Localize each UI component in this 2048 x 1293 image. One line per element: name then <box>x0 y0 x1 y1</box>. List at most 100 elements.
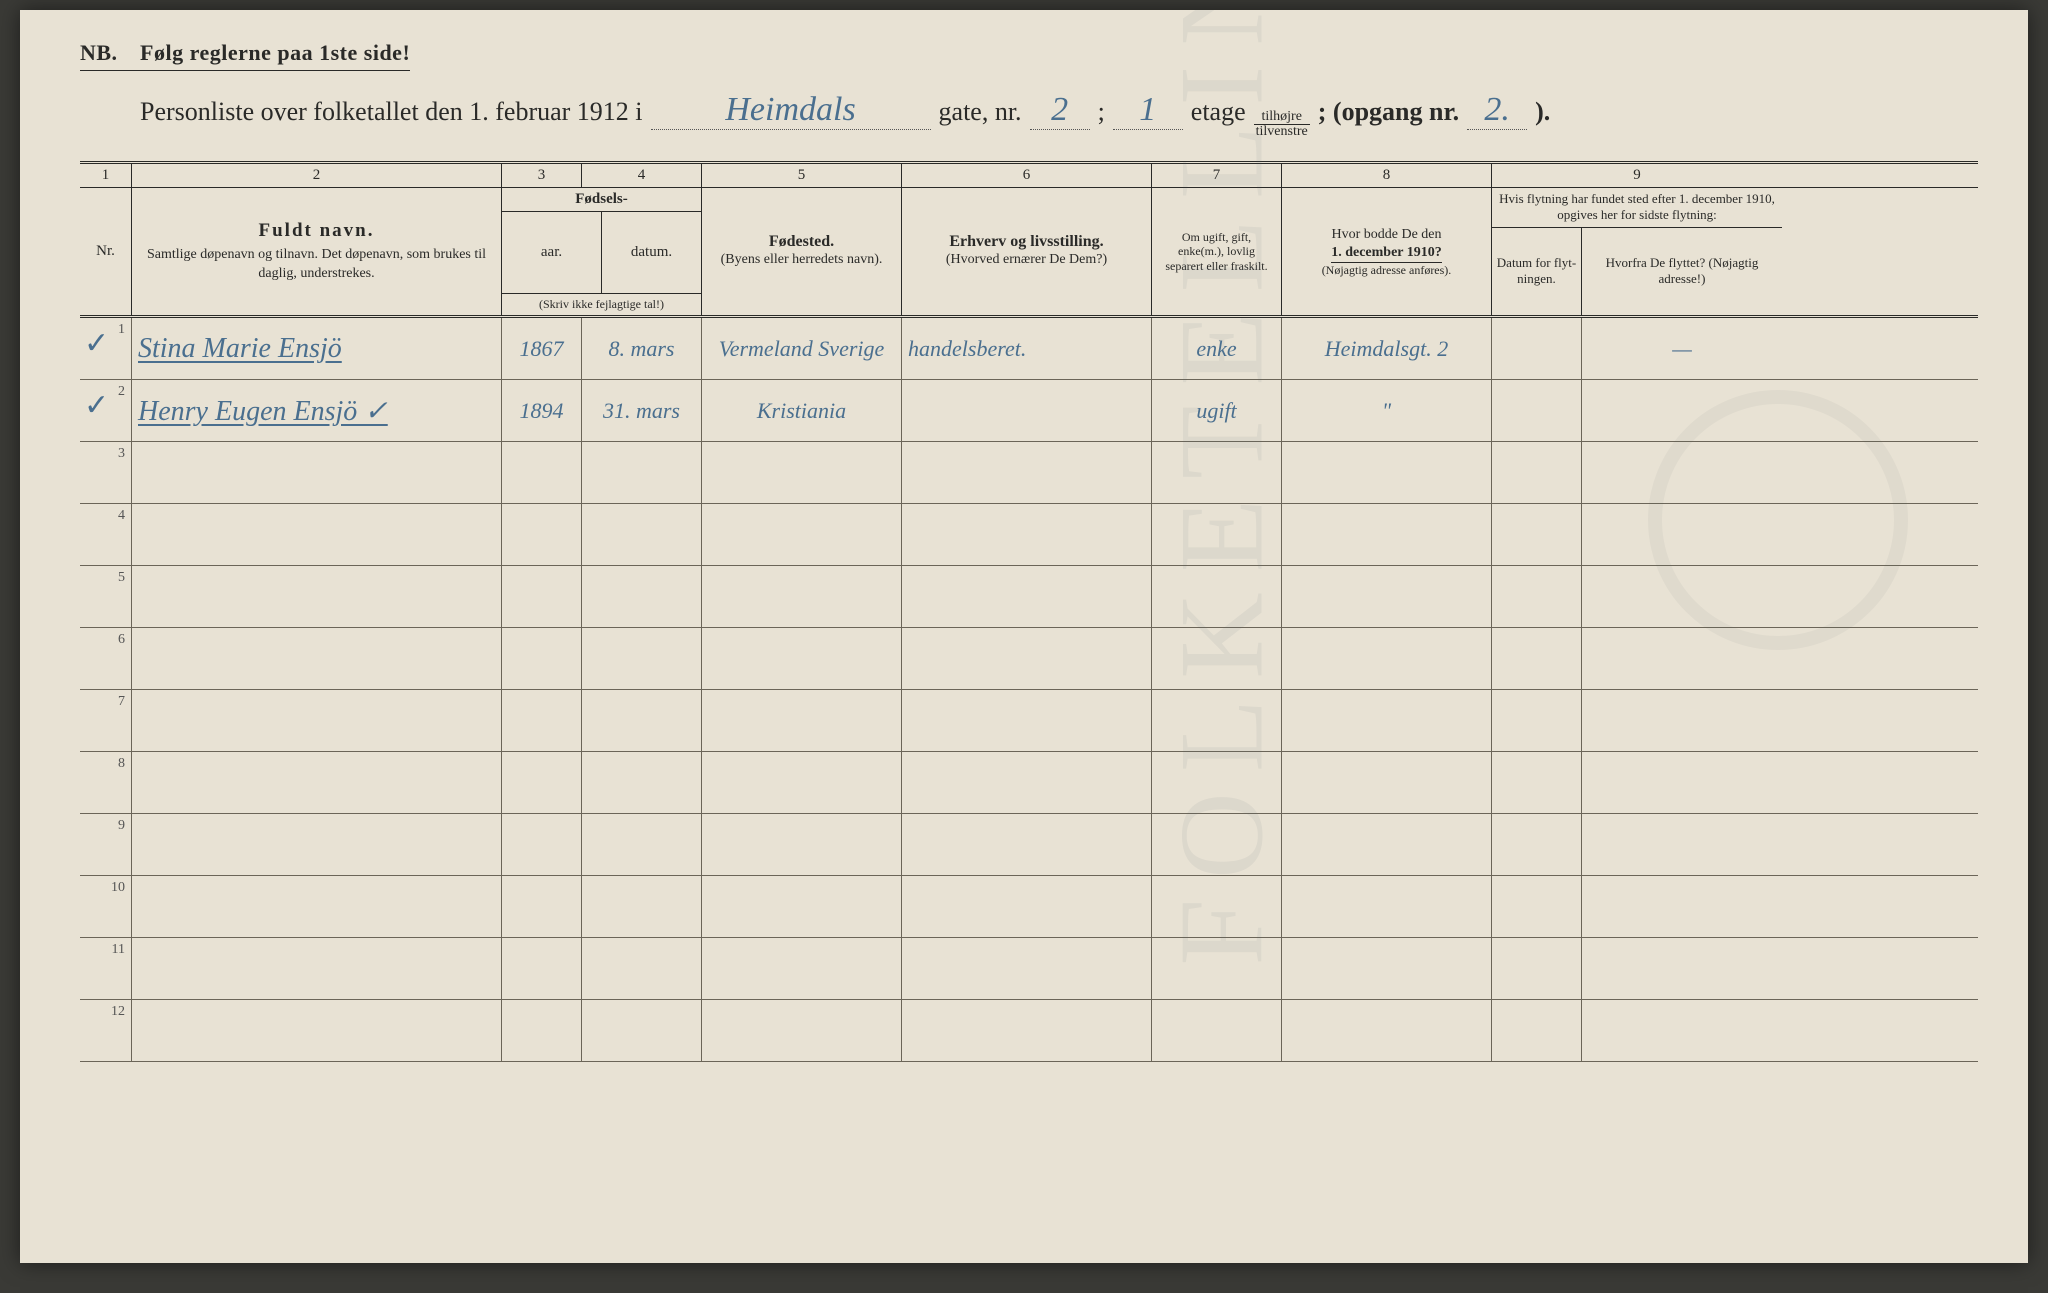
cell-name <box>132 938 502 999</box>
cell-address1910 <box>1282 628 1492 689</box>
cell-datum <box>582 1000 702 1061</box>
header-col9: Hvis flytning har fundet sted efter 1. d… <box>1492 188 1782 315</box>
cell-aar: 1867 <box>502 318 582 379</box>
cell-erhverv <box>902 814 1152 875</box>
cell-name: Stina Marie Ensjö <box>132 318 502 379</box>
fodested-text: Vermeland Sverige <box>719 338 885 360</box>
movefrom-text: — <box>1672 336 1692 362</box>
cell-fodested <box>702 442 902 503</box>
status-text: enke <box>1196 336 1236 362</box>
row-number: 1 <box>118 322 125 338</box>
cell-datum <box>582 752 702 813</box>
cell-erhverv <box>902 504 1152 565</box>
colnum-6: 6 <box>902 164 1152 187</box>
cell-move-date <box>1492 876 1582 937</box>
cell-move-date <box>1492 566 1582 627</box>
cell-move-from: — <box>1582 318 1782 379</box>
cell-status: ugift <box>1152 380 1282 441</box>
cell-erhverv <box>902 938 1152 999</box>
row-number: 3 <box>118 446 125 462</box>
opgang-label: ; (opgang nr. <box>1318 97 1459 127</box>
colnum-5: 5 <box>702 164 902 187</box>
colnum-8: 8 <box>1282 164 1492 187</box>
cell-address1910 <box>1282 814 1492 875</box>
gate-nr-fill: 2 <box>1030 91 1090 130</box>
cell-nr: ✓2 <box>80 380 132 441</box>
opgang-nr-fill: 2. <box>1467 91 1527 130</box>
cell-fodested <box>702 876 902 937</box>
colnum-7: 7 <box>1152 164 1282 187</box>
cell-status <box>1152 628 1282 689</box>
header-col8: Hvor bodde De den 1. december 1910? (Nøj… <box>1282 188 1492 315</box>
cell-nr: ✓1 <box>80 318 132 379</box>
cell-move-date <box>1492 442 1582 503</box>
status-text: ugift <box>1196 398 1236 424</box>
cell-aar <box>502 814 582 875</box>
cell-datum <box>582 566 702 627</box>
row-number: 10 <box>111 880 125 896</box>
header-fodsels: Fødsels- aar. datum. (Skriv ikke fejlagt… <box>502 188 702 315</box>
table-row: 9 <box>80 814 1978 876</box>
header-col7: Om ugift, gift, enke(m.), lovlig separer… <box>1152 188 1282 315</box>
cell-move-date <box>1492 690 1582 751</box>
cell-fodested <box>702 1000 902 1061</box>
cell-status <box>1152 442 1282 503</box>
fraction-top: tilhøjre <box>1254 110 1310 125</box>
cell-nr: 3 <box>80 442 132 503</box>
cell-move-date <box>1492 814 1582 875</box>
name-text: Henry Eugen Ensjö ✓ <box>138 394 388 428</box>
aar-text: 1894 <box>520 398 564 424</box>
header-fodested-sub: (Byens eller herredets navn). <box>721 251 883 269</box>
cell-fodested <box>702 628 902 689</box>
cell-address1910 <box>1282 690 1492 751</box>
header-col9a: Datum for flyt-ningen. <box>1492 228 1582 316</box>
datum-text: 31. mars <box>603 398 680 424</box>
cell-fodested <box>702 504 902 565</box>
cell-move-from <box>1582 566 1782 627</box>
row-number: 4 <box>118 508 125 524</box>
header-fodested: Fødested. (Byens eller herredets navn). <box>702 188 902 315</box>
cell-status <box>1152 938 1282 999</box>
cell-name <box>132 628 502 689</box>
cell-nr: 9 <box>80 814 132 875</box>
aar-text: 1867 <box>520 336 564 362</box>
etage-nr-fill: 1 <box>1113 91 1183 130</box>
cell-move-date <box>1492 1000 1582 1061</box>
cell-address1910 <box>1282 752 1492 813</box>
cell-erhverv: handelsberet. <box>902 318 1152 379</box>
cell-name <box>132 504 502 565</box>
table-row: 3 <box>80 442 1978 504</box>
colnum-4: 4 <box>582 164 702 187</box>
header-col8-l1: Hvor bodde De den <box>1331 226 1441 244</box>
row-number: 7 <box>118 694 125 710</box>
cell-aar <box>502 938 582 999</box>
header-erhverv-sub: (Hvorved ernærer De Dem?) <box>946 251 1107 269</box>
cell-move-from <box>1582 938 1782 999</box>
census-form-page: FOLKETELLING NB. Følg reglerne paa 1ste … <box>20 10 2028 1263</box>
header-name: Fuldt navn. Samtlige døpenavn og tilnavn… <box>132 188 502 315</box>
cell-status <box>1152 566 1282 627</box>
cell-move-from <box>1582 380 1782 441</box>
cell-move-from <box>1582 442 1782 503</box>
table-row: 11 <box>80 938 1978 1000</box>
header-row: Nr. Fuldt navn. Samtlige døpenavn og til… <box>80 188 1978 318</box>
cell-fodested <box>702 690 902 751</box>
cell-datum: 8. mars <box>582 318 702 379</box>
header-col7-text: Om ugift, gift, enke(m.), lovlig separer… <box>1158 230 1275 273</box>
cell-status <box>1152 690 1282 751</box>
table-row: ✓2Henry Eugen Ensjö ✓189431. marsKristia… <box>80 380 1978 442</box>
row-number: 6 <box>118 632 125 648</box>
header-erhverv-main: Erhverv og livsstilling. <box>949 233 1103 251</box>
datum-text: 8. mars <box>608 336 674 362</box>
nb-instruction: NB. Følg reglerne paa 1ste side! <box>80 40 410 71</box>
address-text: Heimdalsgt. 2 <box>1325 336 1448 362</box>
cell-erhverv <box>902 690 1152 751</box>
cell-name <box>132 876 502 937</box>
cell-name <box>132 1000 502 1061</box>
gate-nr-label: gate, nr. <box>939 97 1022 127</box>
cell-nr: 7 <box>80 690 132 751</box>
cell-datum <box>582 938 702 999</box>
cell-move-from <box>1582 1000 1782 1061</box>
cell-move-date <box>1492 380 1582 441</box>
name-text: Stina Marie Ensjö <box>138 333 342 365</box>
